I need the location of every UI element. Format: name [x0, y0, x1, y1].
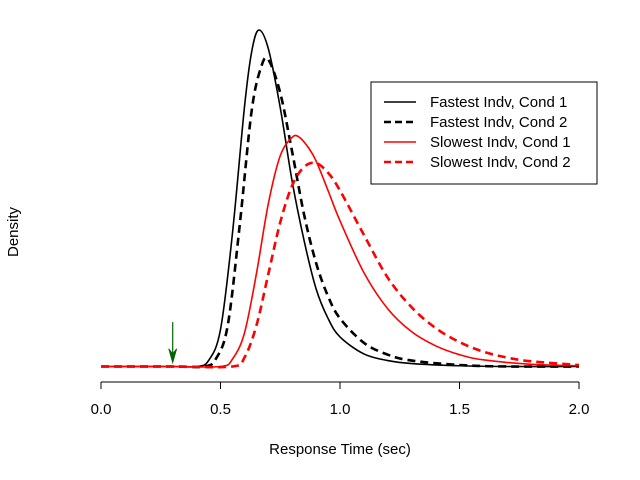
- x-tick-label: 0.5: [210, 401, 231, 418]
- annotation-layer: [168, 322, 178, 365]
- legend-label-4: Slowest Indv, Cond 2: [430, 154, 571, 171]
- y-axis-title: Density: [5, 206, 22, 257]
- legend: Fastest Indv, Cond 1 Fastest Indv, Cond 2…: [370, 81, 598, 185]
- x-axis: 0.0 0.5 1.0 1.5 2.0: [91, 381, 590, 418]
- series-line-4: [100, 161, 580, 369]
- series-line-1: [100, 29, 580, 368]
- x-tick-label: 1.5: [449, 401, 470, 418]
- legend-box: [370, 81, 598, 185]
- legend-label-1: Fastest Indv, Cond 1: [430, 94, 567, 111]
- x-tick-label: 0.0: [91, 401, 112, 418]
- legend-label-3: Slowest Indv, Cond 1: [430, 134, 571, 151]
- series-line-3: [100, 134, 580, 368]
- annotation-arrow-head: [168, 348, 178, 365]
- series-line-2: [100, 56, 580, 369]
- x-axis-title: Response Time (sec): [269, 441, 411, 458]
- legend-label-2: Fastest Indv, Cond 2: [430, 114, 567, 131]
- x-tick-label: 1.0: [330, 401, 351, 418]
- x-tick-label: 2.0: [569, 401, 590, 418]
- density-curves: [100, 29, 580, 369]
